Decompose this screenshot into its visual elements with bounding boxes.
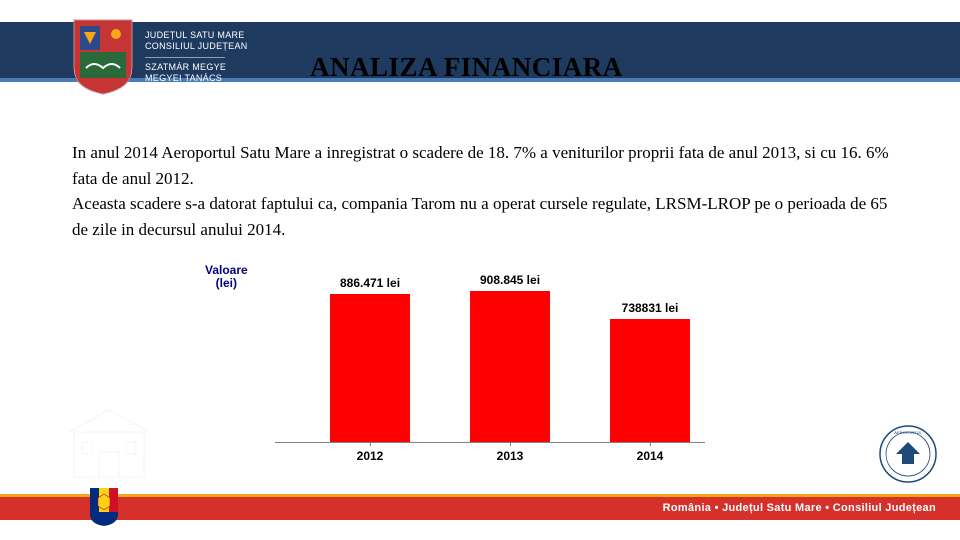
chart-x-tick-mark [370, 442, 371, 446]
chart-bar [330, 294, 410, 442]
chart-bar [610, 319, 690, 442]
chart-bar-value-label: 738831 lei [605, 301, 695, 315]
org-line-3: SZATMÁR MEGYE [145, 62, 248, 73]
watermark-building [54, 402, 164, 482]
chart-x-tick-mark [650, 442, 651, 446]
romania-coat-of-arms [88, 486, 120, 528]
body-text: In anul 2014 Aeroportul Satu Mare a inre… [72, 140, 900, 242]
chart-x-tick-mark [510, 442, 511, 446]
footer-bar: România • Județul Satu Mare • Consiliul … [0, 494, 960, 520]
svg-text:AEROPORTUL: AEROPORTUL [894, 430, 922, 435]
county-shield-logo [72, 18, 134, 96]
revenue-bar-chart: Valoare (lei) 886.471 lei2012908.845 lei… [215, 260, 735, 475]
chart-x-tick-label: 2013 [480, 449, 540, 463]
paragraph-1: In anul 2014 Aeroportul Satu Mare a inre… [72, 143, 889, 188]
org-line-2: CONSILIUL JUDEȚEAN [145, 41, 248, 52]
chart-x-tick-label: 2012 [340, 449, 400, 463]
page-title: ANALIZA FINANCIARA [310, 52, 623, 83]
chart-x-tick-label: 2014 [620, 449, 680, 463]
airport-circular-logo: AEROPORTUL [878, 424, 938, 484]
organization-name: JUDEȚUL SATU MARE CONSILIUL JUDEȚEAN SZA… [145, 30, 248, 84]
chart-bar-value-label: 886.471 lei [325, 276, 415, 290]
paragraph-2: Aceasta scadere s-a datorat faptului ca,… [72, 194, 887, 239]
org-line-4: MEGYEI TANÁCS [145, 73, 248, 84]
chart-plot-area: 886.471 lei2012908.845 lei2013738831 lei… [275, 268, 705, 443]
chart-bar [470, 291, 550, 442]
chart-y-axis-label: Valoare (lei) [205, 264, 248, 290]
org-line-1: JUDEȚUL SATU MARE [145, 30, 248, 41]
footer-text: România • Județul Satu Mare • Consiliul … [663, 502, 936, 514]
chart-bar-value-label: 908.845 lei [465, 273, 555, 287]
